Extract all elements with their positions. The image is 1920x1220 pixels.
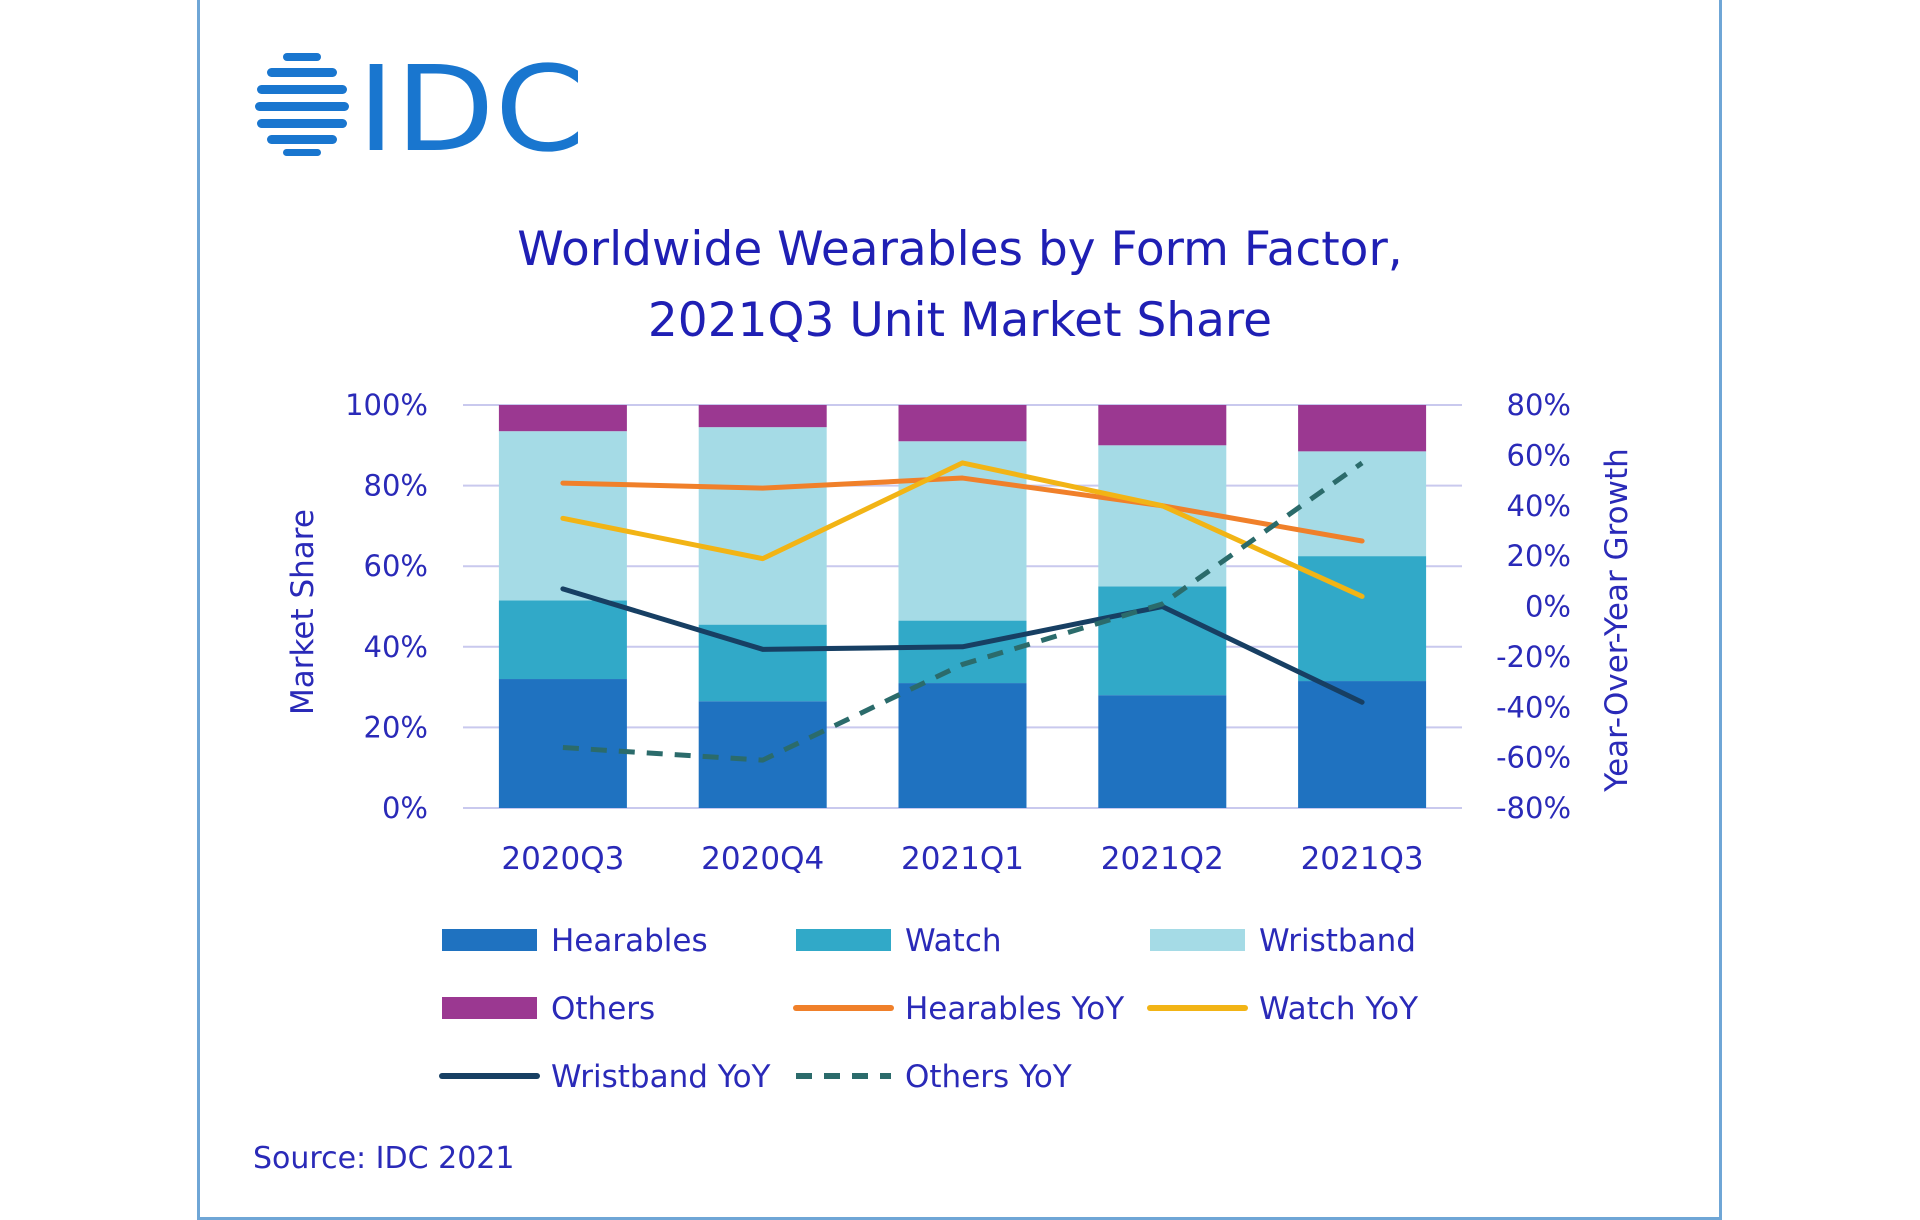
legend-label-wristband-yoy: Wristband YoY	[551, 1059, 771, 1095]
y2-tick-label: 60%	[1507, 438, 1571, 472]
bar-wristband-2020q3	[498, 431, 627, 601]
legend-swatch-watch	[796, 929, 891, 951]
legend-swatch-wristband	[1150, 929, 1245, 951]
legend-swatch-others	[442, 997, 537, 1019]
legend-label-hearables: Hearables	[551, 923, 708, 959]
category-label: 2020Q3	[501, 841, 624, 877]
chart-title-line-2: 2021Q3 Unit Market Share	[648, 293, 1272, 348]
source-note: Source: IDC 2021	[253, 1141, 514, 1176]
bar-hearables-2020q3	[498, 679, 627, 808]
y2-tick-label: 80%	[1507, 388, 1571, 422]
y-tick-label: 40%	[364, 630, 428, 664]
y2-tick-label: -20%	[1496, 640, 1571, 674]
yoy-lines	[560, 460, 1365, 763]
legend: Hearables Watch Wristband Others Hearables Y…	[439, 923, 1418, 1095]
line-hearables-yoy	[560, 475, 1365, 544]
bar-watch-2021q1	[898, 620, 1027, 684]
y2-tick-label: 40%	[1507, 489, 1571, 523]
category-label: 2021Q3	[1301, 841, 1424, 877]
bar-others-2021q1	[898, 405, 1027, 442]
y2-axis-title: Year-Over-Year Growth	[1599, 448, 1635, 792]
line-wristband-yoy	[560, 586, 1365, 705]
bar-others-2021q2	[1098, 405, 1227, 446]
bar-hearables-2021q2	[1098, 695, 1227, 808]
y-tick-label: 0%	[382, 791, 428, 825]
left-axis-ticks: 0% 20% 40% 60% 80% 100%	[345, 388, 428, 825]
legend-label-hearables-yoy: Hearables YoY	[905, 991, 1124, 1027]
legend-swatch-hearables	[442, 929, 537, 951]
bar-others-2020q4	[698, 405, 827, 428]
line-watch-yoy	[560, 460, 1365, 599]
logo-text: IDC	[357, 48, 585, 158]
category-label: 2021Q1	[901, 841, 1024, 877]
y-tick-label: 20%	[364, 710, 428, 744]
bar-wristband-2021q2	[1098, 445, 1227, 587]
bar-watch-2020q3	[498, 600, 627, 680]
y2-tick-label: 20%	[1507, 539, 1571, 573]
y2-tick-label: -40%	[1496, 690, 1571, 724]
line-others-yoy	[562, 460, 1364, 763]
legend-label-others-yoy: Others YoY	[905, 1059, 1072, 1095]
bar-wristband-2021q1	[898, 441, 1027, 621]
bar-hearables-2020q4	[698, 701, 827, 808]
bar-others-2020q3	[498, 405, 627, 432]
legend-label-watch: Watch	[905, 923, 1002, 959]
y-axis-title: Market Share	[285, 509, 321, 715]
bar-hearables-2021q1	[898, 683, 1027, 808]
y2-tick-label: -60%	[1496, 741, 1571, 775]
y2-tick-label: -80%	[1496, 791, 1571, 825]
bar-others-2021q3	[1298, 405, 1427, 452]
category-labels: 2020Q3 2020Q4 2021Q1 2021Q2 2021Q3	[501, 841, 1423, 877]
category-label: 2021Q2	[1101, 841, 1224, 877]
globe-icon	[255, 53, 349, 156]
y-tick-label: 80%	[364, 469, 428, 503]
chart-title-line-1: Worldwide Wearables by Form Factor,	[517, 222, 1402, 277]
y-tick-label: 60%	[364, 549, 428, 583]
chart-title: Worldwide Wearables by Form Factor, 2021…	[517, 222, 1402, 348]
y-tick-label: 100%	[345, 388, 428, 422]
legend-label-watch-yoy: Watch YoY	[1259, 991, 1418, 1027]
idc-logo: IDC	[255, 48, 585, 158]
right-axis-ticks: -80% -60% -40% -20% 0% 20% 40% 60% 80%	[1496, 388, 1571, 825]
legend-label-wristband: Wristband	[1259, 923, 1416, 959]
category-label: 2020Q4	[701, 841, 824, 877]
y2-tick-label: 0%	[1525, 590, 1571, 624]
legend-label-others: Others	[551, 991, 655, 1027]
bar-wristband-2020q4	[698, 427, 827, 625]
